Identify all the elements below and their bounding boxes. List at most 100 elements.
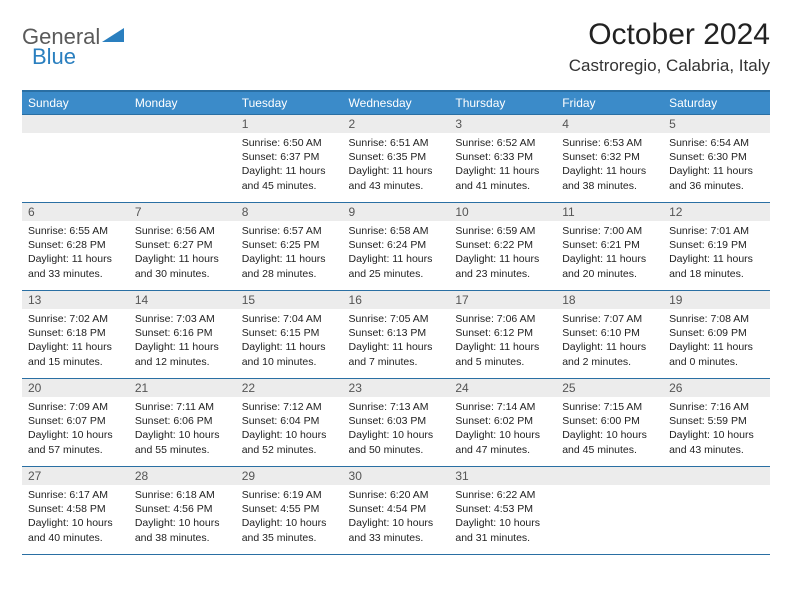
- day-content: Sunrise: 7:02 AMSunset: 6:18 PMDaylight:…: [22, 309, 129, 373]
- calendar-day-cell: 6Sunrise: 6:55 AMSunset: 6:28 PMDaylight…: [22, 203, 129, 291]
- day-number: 1: [236, 115, 343, 133]
- day-content: Sunrise: 6:51 AMSunset: 6:35 PMDaylight:…: [343, 133, 450, 197]
- day-number: 9: [343, 203, 450, 221]
- day-content: Sunrise: 6:59 AMSunset: 6:22 PMDaylight:…: [449, 221, 556, 285]
- day-content: Sunrise: 6:20 AMSunset: 4:54 PMDaylight:…: [343, 485, 450, 549]
- day-number: 25: [556, 379, 663, 397]
- calendar-day-cell: 19Sunrise: 7:08 AMSunset: 6:09 PMDayligh…: [663, 291, 770, 379]
- calendar-day-cell: 20Sunrise: 7:09 AMSunset: 6:07 PMDayligh…: [22, 379, 129, 467]
- calendar-day-cell: 13Sunrise: 7:02 AMSunset: 6:18 PMDayligh…: [22, 291, 129, 379]
- calendar-day-cell: 7Sunrise: 6:56 AMSunset: 6:27 PMDaylight…: [129, 203, 236, 291]
- day-content: Sunrise: 6:52 AMSunset: 6:33 PMDaylight:…: [449, 133, 556, 197]
- month-title: October 2024: [569, 18, 770, 52]
- day-number: 16: [343, 291, 450, 309]
- location: Castroregio, Calabria, Italy: [569, 56, 770, 76]
- day-content: Sunrise: 6:57 AMSunset: 6:25 PMDaylight:…: [236, 221, 343, 285]
- calendar-day-cell: 24Sunrise: 7:14 AMSunset: 6:02 PMDayligh…: [449, 379, 556, 467]
- calendar-day-cell: 2Sunrise: 6:51 AMSunset: 6:35 PMDaylight…: [343, 115, 450, 203]
- calendar-day-cell: [663, 467, 770, 555]
- day-number: 28: [129, 467, 236, 485]
- calendar-day-cell: 16Sunrise: 7:05 AMSunset: 6:13 PMDayligh…: [343, 291, 450, 379]
- calendar-day-cell: [129, 115, 236, 203]
- weekday-header-row: SundayMondayTuesdayWednesdayThursdayFrid…: [22, 91, 770, 115]
- day-number-empty: [556, 467, 663, 485]
- day-content: Sunrise: 6:22 AMSunset: 4:53 PMDaylight:…: [449, 485, 556, 549]
- calendar-table: SundayMondayTuesdayWednesdayThursdayFrid…: [22, 90, 770, 555]
- calendar-day-cell: 12Sunrise: 7:01 AMSunset: 6:19 PMDayligh…: [663, 203, 770, 291]
- day-number: 22: [236, 379, 343, 397]
- day-content: Sunrise: 7:04 AMSunset: 6:15 PMDaylight:…: [236, 309, 343, 373]
- day-content: Sunrise: 6:58 AMSunset: 6:24 PMDaylight:…: [343, 221, 450, 285]
- weekday-header: Tuesday: [236, 91, 343, 115]
- calendar-week-row: 27Sunrise: 6:17 AMSunset: 4:58 PMDayligh…: [22, 467, 770, 555]
- day-number: 2: [343, 115, 450, 133]
- day-number: 26: [663, 379, 770, 397]
- calendar-body: 1Sunrise: 6:50 AMSunset: 6:37 PMDaylight…: [22, 115, 770, 555]
- calendar-day-cell: 9Sunrise: 6:58 AMSunset: 6:24 PMDaylight…: [343, 203, 450, 291]
- day-number: 6: [22, 203, 129, 221]
- calendar-day-cell: 21Sunrise: 7:11 AMSunset: 6:06 PMDayligh…: [129, 379, 236, 467]
- day-number: 24: [449, 379, 556, 397]
- day-content: Sunrise: 7:05 AMSunset: 6:13 PMDaylight:…: [343, 309, 450, 373]
- title-block: October 2024 Castroregio, Calabria, Ital…: [569, 18, 770, 76]
- logo-text-blue: Blue: [32, 44, 76, 70]
- weekday-header: Sunday: [22, 91, 129, 115]
- day-number: 31: [449, 467, 556, 485]
- calendar-day-cell: 1Sunrise: 6:50 AMSunset: 6:37 PMDaylight…: [236, 115, 343, 203]
- calendar-day-cell: 10Sunrise: 6:59 AMSunset: 6:22 PMDayligh…: [449, 203, 556, 291]
- calendar-day-cell: [556, 467, 663, 555]
- calendar-day-cell: 22Sunrise: 7:12 AMSunset: 6:04 PMDayligh…: [236, 379, 343, 467]
- weekday-header: Thursday: [449, 91, 556, 115]
- calendar-day-cell: 17Sunrise: 7:06 AMSunset: 6:12 PMDayligh…: [449, 291, 556, 379]
- day-number: 3: [449, 115, 556, 133]
- day-content: Sunrise: 7:00 AMSunset: 6:21 PMDaylight:…: [556, 221, 663, 285]
- calendar-day-cell: 25Sunrise: 7:15 AMSunset: 6:00 PMDayligh…: [556, 379, 663, 467]
- day-content: Sunrise: 6:17 AMSunset: 4:58 PMDaylight:…: [22, 485, 129, 549]
- day-content: Sunrise: 7:11 AMSunset: 6:06 PMDaylight:…: [129, 397, 236, 461]
- day-number: 23: [343, 379, 450, 397]
- calendar-day-cell: 28Sunrise: 6:18 AMSunset: 4:56 PMDayligh…: [129, 467, 236, 555]
- calendar-week-row: 1Sunrise: 6:50 AMSunset: 6:37 PMDaylight…: [22, 115, 770, 203]
- day-number: 14: [129, 291, 236, 309]
- day-content: Sunrise: 7:08 AMSunset: 6:09 PMDaylight:…: [663, 309, 770, 373]
- day-number: 19: [663, 291, 770, 309]
- calendar-day-cell: 26Sunrise: 7:16 AMSunset: 5:59 PMDayligh…: [663, 379, 770, 467]
- calendar-day-cell: 23Sunrise: 7:13 AMSunset: 6:03 PMDayligh…: [343, 379, 450, 467]
- weekday-header: Wednesday: [343, 91, 450, 115]
- calendar-day-cell: 27Sunrise: 6:17 AMSunset: 4:58 PMDayligh…: [22, 467, 129, 555]
- day-content: Sunrise: 6:55 AMSunset: 6:28 PMDaylight:…: [22, 221, 129, 285]
- day-number: 17: [449, 291, 556, 309]
- day-content: Sunrise: 7:06 AMSunset: 6:12 PMDaylight:…: [449, 309, 556, 373]
- day-content: Sunrise: 7:09 AMSunset: 6:07 PMDaylight:…: [22, 397, 129, 461]
- weekday-header: Saturday: [663, 91, 770, 115]
- calendar-day-cell: 3Sunrise: 6:52 AMSunset: 6:33 PMDaylight…: [449, 115, 556, 203]
- day-content: Sunrise: 6:50 AMSunset: 6:37 PMDaylight:…: [236, 133, 343, 197]
- weekday-header: Friday: [556, 91, 663, 115]
- calendar-day-cell: 18Sunrise: 7:07 AMSunset: 6:10 PMDayligh…: [556, 291, 663, 379]
- day-number: 12: [663, 203, 770, 221]
- calendar-day-cell: 29Sunrise: 6:19 AMSunset: 4:55 PMDayligh…: [236, 467, 343, 555]
- day-content: Sunrise: 7:14 AMSunset: 6:02 PMDaylight:…: [449, 397, 556, 461]
- calendar-day-cell: 4Sunrise: 6:53 AMSunset: 6:32 PMDaylight…: [556, 115, 663, 203]
- calendar-day-cell: 8Sunrise: 6:57 AMSunset: 6:25 PMDaylight…: [236, 203, 343, 291]
- calendar-day-cell: 15Sunrise: 7:04 AMSunset: 6:15 PMDayligh…: [236, 291, 343, 379]
- day-number: 27: [22, 467, 129, 485]
- day-content: Sunrise: 6:54 AMSunset: 6:30 PMDaylight:…: [663, 133, 770, 197]
- calendar-week-row: 20Sunrise: 7:09 AMSunset: 6:07 PMDayligh…: [22, 379, 770, 467]
- calendar-day-cell: 14Sunrise: 7:03 AMSunset: 6:16 PMDayligh…: [129, 291, 236, 379]
- day-content: Sunrise: 6:53 AMSunset: 6:32 PMDaylight:…: [556, 133, 663, 197]
- day-content: Sunrise: 7:13 AMSunset: 6:03 PMDaylight:…: [343, 397, 450, 461]
- calendar-day-cell: 5Sunrise: 6:54 AMSunset: 6:30 PMDaylight…: [663, 115, 770, 203]
- day-number: 15: [236, 291, 343, 309]
- calendar-day-cell: 30Sunrise: 6:20 AMSunset: 4:54 PMDayligh…: [343, 467, 450, 555]
- day-number: 21: [129, 379, 236, 397]
- weekday-header: Monday: [129, 91, 236, 115]
- day-content: Sunrise: 7:16 AMSunset: 5:59 PMDaylight:…: [663, 397, 770, 461]
- day-number: 8: [236, 203, 343, 221]
- day-content: Sunrise: 7:15 AMSunset: 6:00 PMDaylight:…: [556, 397, 663, 461]
- day-number-empty: [22, 115, 129, 133]
- header: General October 2024 Castroregio, Calabr…: [22, 18, 770, 76]
- day-content: Sunrise: 6:18 AMSunset: 4:56 PMDaylight:…: [129, 485, 236, 549]
- day-number: 11: [556, 203, 663, 221]
- day-content: Sunrise: 6:56 AMSunset: 6:27 PMDaylight:…: [129, 221, 236, 285]
